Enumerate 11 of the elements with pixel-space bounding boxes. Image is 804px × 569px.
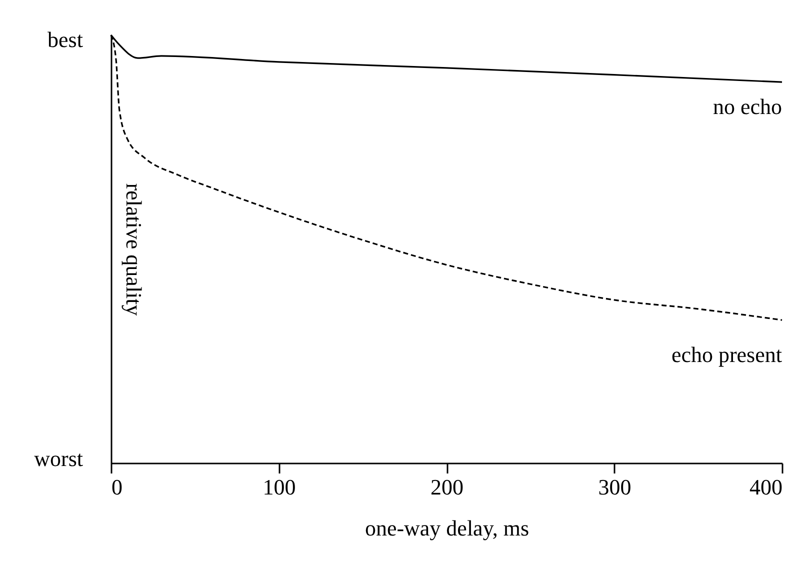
x-axis-title: one-way delay, ms	[364, 516, 530, 540]
text: best	[48, 27, 83, 52]
x-tick-label: 0	[112, 474, 122, 500]
y-axis-title: relative quality	[122, 183, 146, 316]
annotation: echo present	[671, 342, 782, 367]
x-tick-label: 200	[430, 474, 464, 500]
x-tick-label: 400	[750, 474, 782, 500]
x-tick-label: 100	[262, 474, 296, 500]
text: worst	[34, 446, 83, 471]
x-tick-label: 300	[598, 474, 632, 500]
annotation: no echo	[712, 94, 782, 119]
